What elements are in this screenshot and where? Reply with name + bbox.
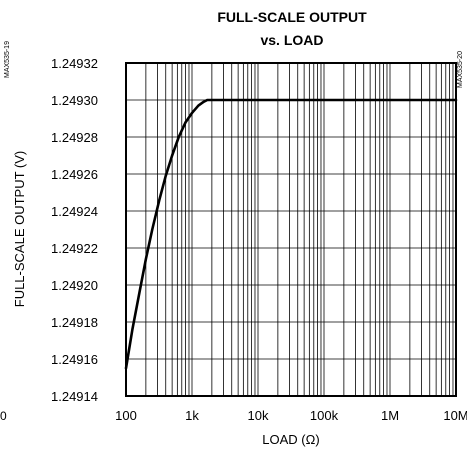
x-tick-label: 10M: [443, 408, 467, 423]
chart-title-line2: vs. LOAD: [260, 32, 323, 48]
side-code-left: MAX535-19: [4, 41, 11, 78]
x-tick-label: 100: [115, 408, 137, 423]
side-code-right: MAX535-20: [457, 51, 464, 88]
y-tick-label: 1.24932: [51, 56, 98, 71]
y-tick-label: 1.24922: [51, 241, 98, 256]
chart-title-line1: FULL-SCALE OUTPUT: [217, 9, 367, 25]
edge-left-text: 0: [0, 409, 7, 423]
x-tick-label: 10k: [248, 408, 269, 423]
y-tick-label: 1.24930: [51, 93, 98, 108]
y-tick-label: 1.24926: [51, 167, 98, 182]
x-tick-label: 1M: [381, 408, 399, 423]
y-axis-label: FULL-SCALE OUTPUT (V): [12, 151, 27, 308]
x-axis-label: LOAD (Ω): [262, 432, 319, 447]
plot-frame: [125, 62, 457, 397]
series: [124, 98, 458, 370]
x-tick-label: 100k: [310, 408, 339, 423]
y-tick-label: 1.24920: [51, 278, 98, 293]
x-tick-label: 1k: [185, 408, 199, 423]
y-tick-label: 1.24916: [51, 352, 98, 367]
x-tick-labels: 100 1k 10k 100k 1M 10M: [115, 408, 467, 423]
y-tick-label: 1.24928: [51, 130, 98, 145]
y-tick-label: 1.24918: [51, 315, 98, 330]
y-tick-labels: 1.24932 1.24930 1.24928 1.24926 1.24924 1.249…: [51, 56, 98, 404]
series-line: [124, 98, 458, 370]
y-tick-label: 1.24914: [51, 389, 98, 404]
grid: [125, 62, 456, 397]
y-tick-label: 1.24924: [51, 204, 98, 219]
